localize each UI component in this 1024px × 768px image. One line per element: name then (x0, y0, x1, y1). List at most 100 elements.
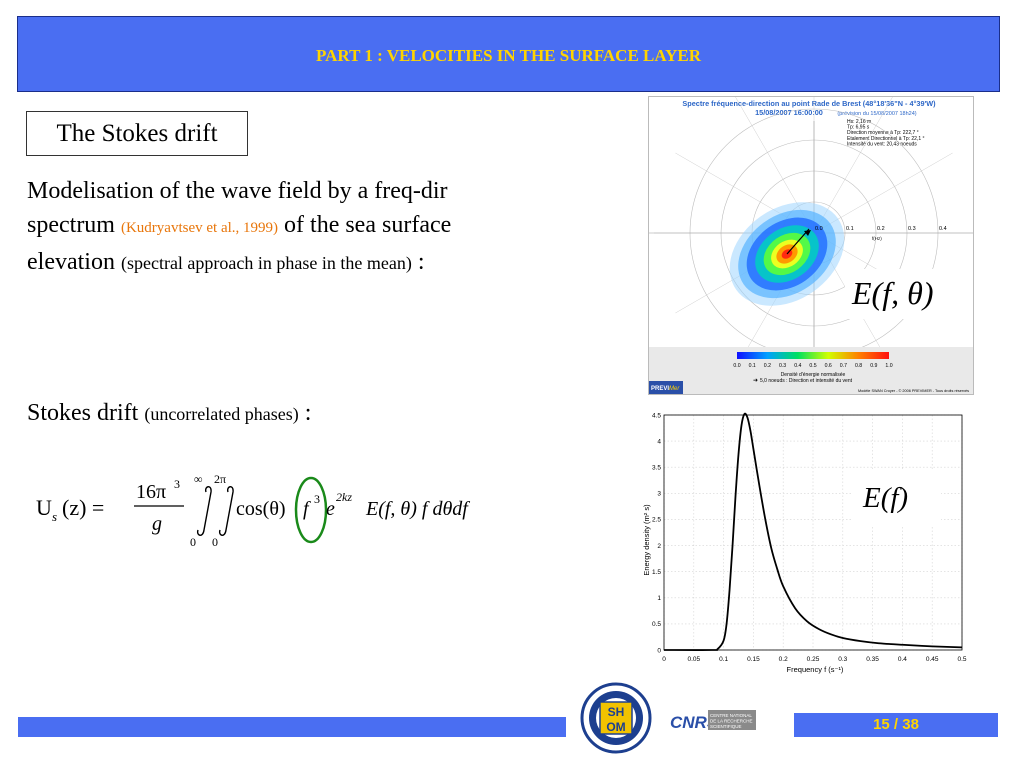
x-tick-label: 0.1 (719, 656, 728, 663)
x-axis-label: Frequency f (s⁻¹) (787, 665, 844, 674)
y-tick-label: 3 (657, 491, 661, 498)
highlight-circle (294, 476, 328, 544)
x-tick-label: 0.3 (838, 656, 847, 663)
para1-line3-b: : (411, 249, 425, 275)
polar-axis-unit: f(Hz) (872, 236, 882, 241)
int2-lower: 0 (212, 535, 218, 549)
para1-line3: elevation (spectral approach in phase in… (27, 245, 607, 280)
chart-label-E: E(f) (862, 482, 908, 514)
int1-upper: ∞ (194, 472, 203, 486)
formula-f: f (303, 498, 311, 520)
y-tick-label: 4 (657, 438, 661, 445)
para1-line2-b: of the sea surface (278, 212, 452, 238)
footer-bar-left (18, 717, 566, 737)
wind-arrow (786, 228, 810, 255)
formula-lhs-arg: (z) = (62, 495, 104, 520)
x-tick-label: 0 (662, 656, 666, 663)
formula-lhs: U (36, 495, 52, 520)
x-tick-label: 0.35 (866, 656, 879, 663)
y-tick-label: 2 (657, 543, 661, 550)
x-tick-label: 0.5 (957, 656, 966, 663)
section-title-box: The Stokes drift (26, 111, 248, 156)
colorbar-tick-label: 0.5 (809, 363, 816, 369)
polar-title-note: (prévision du 15/08/2007 18h24) (837, 111, 916, 117)
footer-bar-right: 15 / 38 (794, 713, 998, 737)
para2-text-b: : (298, 400, 312, 426)
previmer-logo-text: PREVI (651, 386, 669, 392)
y-tick-labels: 0 0.5 1 1.5 2 2.5 3 3.5 4 4.5 (652, 412, 661, 654)
shom-logo-bottom: OM (606, 720, 625, 734)
colorbar (737, 352, 889, 359)
formula-frac-num: 16π (136, 481, 166, 503)
slide-header: PART 1 : VELOCITIES IN THE SURFACE LAYER (17, 16, 1000, 92)
formula-e: e (326, 498, 335, 520)
colorbar-tick-label: 0.7 (840, 363, 847, 369)
formula-frac-den: g (152, 513, 162, 535)
colorbar-ticks: 0.0 0.1 0.2 0.3 0.4 0.5 0.6 0.7 0.8 0.9 1.0 (733, 363, 892, 369)
colorbar-tick-label: 0.6 (825, 363, 832, 369)
formula-e-exp: 2kz (336, 490, 352, 504)
ring-label: 0.1 (846, 226, 854, 232)
previmer-logo (649, 381, 683, 394)
y-tick-label: 1 (657, 595, 661, 602)
x-tick-labels: 0 0.05 0.1 0.15 0.2 0.25 0.3 0.35 0.4 0.45 0.5 (662, 656, 967, 663)
chart-label-background (853, 469, 941, 525)
plot-frame (663, 414, 963, 651)
series-line (663, 412, 963, 651)
integral-1 (196, 486, 212, 536)
polar-info-line: Intensité du vent: 20,43 noeuds (847, 141, 917, 147)
colorbar-tick-label: 0.9 (870, 363, 877, 369)
y-axis-label: Energy density (m² s) (642, 504, 651, 576)
ring-labels: 0.0 0.1 0.2 0.3 0.4 f(Hz) (815, 226, 947, 241)
x-tick-label: 0.2 (779, 656, 788, 663)
integral-2 (218, 486, 234, 536)
y-tick-label: 0 (657, 647, 661, 654)
polar-info-line: Tp: 6,95 s (847, 125, 870, 131)
legend-arrow: 5,0 noeuds : Direction et intensité du v… (760, 378, 853, 384)
formula-f-exp: 3 (314, 492, 320, 506)
formula-cos: cos(θ) (236, 498, 286, 520)
energy-density-blob (729, 202, 845, 306)
slide-title: PART 1 : VELOCITIES IN THE SURFACE LAYER (316, 46, 701, 65)
ring-label: 0.4 (939, 226, 947, 232)
y-tick-label: 4.5 (652, 412, 661, 419)
energy-spectrum-chart: 0 0.05 0.1 0.15 0.2 0.25 0.3 0.35 0.4 0.45 0.5 0 0.… (637, 405, 972, 680)
x-tick-label: 0.45 (926, 656, 939, 663)
y-tick-label: 1.5 (652, 569, 661, 576)
paragraph-stokes-drift: Stokes drift (uncorrelated phases) : (27, 396, 447, 431)
formula-tail: E(f, θ) f dθdf (365, 498, 470, 520)
polar-spectrum-figure: Spectre fréquence-direction au point Rad… (649, 97, 973, 394)
colorbar-tick-label: 0.4 (794, 363, 801, 369)
shom-logo-top: SH (608, 705, 625, 719)
para1-line1: Modelisation of the wave field by a freq… (27, 178, 448, 204)
para2-text-a: Stokes drift (27, 400, 145, 426)
ring-label: 0.0 (815, 226, 823, 232)
polar-info-line: Hs: 2,16 m (847, 119, 871, 125)
colorbar-tick-label: 0.2 (764, 363, 771, 369)
colorbar-tick-label: 1.0 (885, 363, 892, 369)
colorbar-tick-label: 0.1 (749, 363, 756, 369)
colorbar-title: Densité d'énergie normalisée (781, 372, 846, 378)
colorbar-tick-label: 0.0 (733, 363, 740, 369)
colorbar-tick-label: 0.3 (779, 363, 786, 369)
cnrs-logo-text: CNRS (670, 713, 719, 732)
paragraph-modelisation: Modelisation of the wave field by a freq… (27, 174, 607, 280)
para1-line2-a: spectrum (27, 212, 121, 238)
formula-lhs-sub: s (52, 509, 57, 524)
polar-spectrum-panel: Spectre fréquence-direction au point Rad… (648, 96, 974, 395)
label-background (845, 269, 965, 319)
legend-arrow-glyph: ➜ (753, 378, 758, 384)
y-tick-label: 0.5 (652, 621, 661, 628)
formula-frac-num-exp: 3 (174, 477, 180, 491)
polar-info-line: Etalement Directionnel à Tp: 22,1 ° (847, 136, 925, 142)
wind-arrow-head (804, 230, 811, 236)
para1-line3-small: (spectral approach in phase in the mean) (120, 253, 412, 273)
ring-label: 0.3 (908, 226, 916, 232)
cnrs-logo: CNRS CENTRE NATIONAL DE LA RECHERCHE SCI… (670, 710, 756, 732)
int1-lower: 0 (190, 535, 196, 549)
polar-credit: Modèle SWAN Croyer - © 2006 PREVIMER - T… (858, 389, 969, 393)
x-tick-label: 0.4 (898, 656, 907, 663)
previmer-logo-text2: Mer (669, 386, 680, 392)
cnrs-line-1: CENTRE NATIONAL (710, 713, 752, 718)
para1-line3-a: elevation (27, 249, 121, 275)
